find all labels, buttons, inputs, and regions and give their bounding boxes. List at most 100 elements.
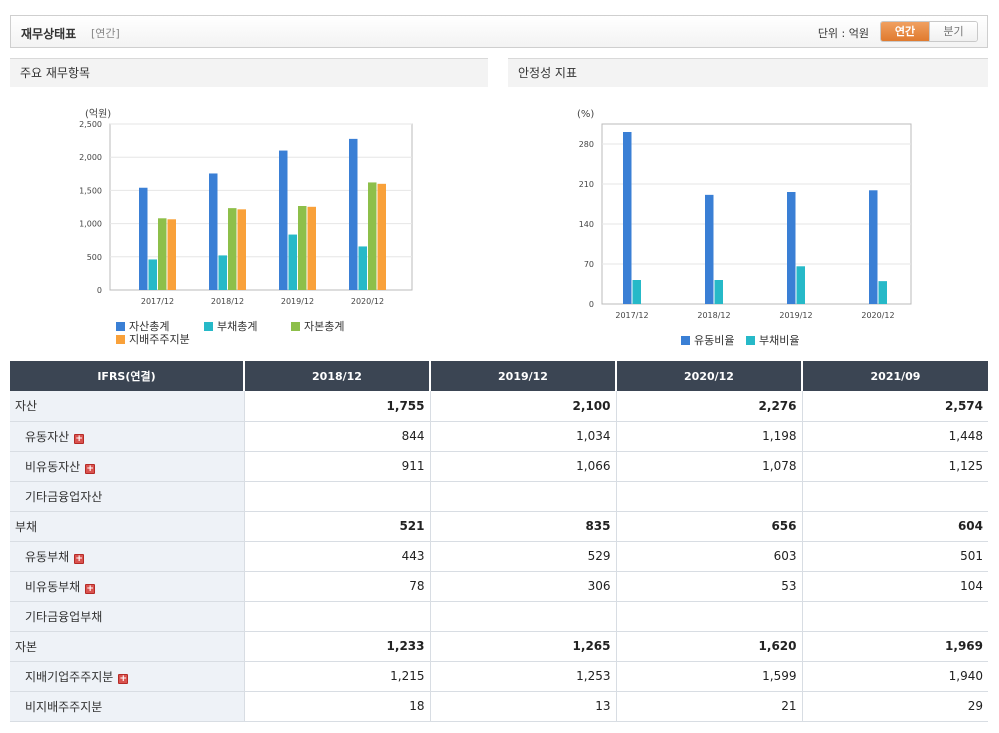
- legend-swatch: [116, 322, 125, 331]
- expand-plus-icon[interactable]: +: [118, 673, 129, 684]
- value-cell: 604: [802, 511, 988, 542]
- row-label: 부채: [15, 519, 38, 534]
- x-tick-label: 2017/12: [141, 297, 174, 306]
- y-tick-label: 70: [584, 260, 594, 269]
- legend-item: 유동비율: [681, 332, 734, 348]
- bar-3-4: [368, 182, 377, 290]
- bar-1-2: [705, 194, 714, 304]
- bar-2-2: [714, 280, 723, 304]
- legend-swatch: [116, 335, 125, 344]
- table-row: 지배기업주주지분 +1,215 1,253 1,599 1,940: [10, 661, 988, 692]
- value-cell: 835: [430, 511, 617, 542]
- value-cell: 1,969: [802, 631, 988, 662]
- bar-2-1: [148, 259, 157, 290]
- bar-1-4: [349, 138, 358, 290]
- row-label: 비지배주주지분: [25, 699, 103, 714]
- value-cell: 521: [244, 511, 431, 542]
- row-label: 기타금융업부채: [25, 609, 103, 624]
- x-tick-label: 2018/12: [697, 311, 730, 320]
- y-tick-label: 210: [579, 180, 594, 189]
- row-label-cell: 비유동부채 +: [10, 571, 245, 602]
- value-cell: 1,125: [802, 451, 988, 482]
- table-row: 기타금융업부채: [10, 601, 988, 632]
- value-cell: 2,276: [616, 391, 803, 422]
- row-label-cell: 기타금융업부채: [10, 601, 245, 632]
- bar-2-3: [796, 266, 805, 304]
- value-cell: 2,100: [430, 391, 617, 422]
- row-label-cell: 자산: [10, 391, 245, 422]
- value-cell: 78: [244, 571, 431, 602]
- value-cell: 656: [616, 511, 803, 542]
- quarterly-button[interactable]: 분기: [929, 22, 977, 41]
- y-tick-label: 500: [87, 253, 102, 262]
- bar-1-4: [869, 190, 878, 304]
- x-tick-label: 2019/12: [281, 297, 314, 306]
- annual-button[interactable]: 연간: [881, 22, 929, 41]
- balance-sheet-table: IFRS(연결) 2018/12 2019/12 2020/12 2021/09…: [10, 361, 988, 722]
- y-tick-label: 140: [579, 220, 594, 229]
- bar-4-2: [237, 209, 246, 290]
- row-label: 비유동자산: [25, 459, 81, 474]
- legend-item: 부채총계: [204, 318, 257, 334]
- value-cell: 13: [430, 691, 617, 722]
- value-cell: [802, 601, 988, 632]
- table-row: 비지배주주지분 18 13 21 29: [10, 691, 988, 722]
- value-cell: 911: [244, 451, 431, 482]
- value-cell: 18: [244, 691, 431, 722]
- chart-main-items: 0 500 1,000 1,500 2,000 2,500(억원) 2017/12 2018/…: [79, 108, 413, 306]
- bar-1-1: [623, 132, 632, 304]
- value-cell: 1,599: [616, 661, 803, 692]
- row-label-cell: 부채: [10, 511, 245, 542]
- row-label: 자산: [15, 399, 38, 414]
- legend-label: 지배주주지분: [129, 333, 190, 346]
- expand-plus-icon[interactable]: +: [85, 463, 96, 474]
- expand-plus-icon[interactable]: +: [74, 553, 85, 564]
- value-cell: [616, 601, 803, 632]
- value-cell: 104: [802, 571, 988, 602]
- value-cell: 21: [616, 691, 803, 722]
- expand-plus-icon[interactable]: +: [85, 583, 96, 594]
- table-row: 비유동자산 +911 1,066 1,078 1,125: [10, 451, 988, 482]
- table-row: 부채 521 835 656 604: [10, 511, 988, 542]
- expand-plus-icon[interactable]: +: [74, 433, 85, 444]
- bar-2-3: [288, 234, 297, 290]
- value-cell: [244, 601, 431, 632]
- value-cell: 844: [244, 421, 431, 452]
- x-tick-label: 2020/12: [351, 297, 384, 306]
- value-cell: 1,233: [244, 631, 431, 662]
- value-cell: 2,574: [802, 391, 988, 422]
- column-header: 2019/12: [430, 361, 617, 391]
- table-row: 자산 1,755 2,100 2,276 2,574: [10, 391, 988, 422]
- table-row: 비유동부채 +78 306 53 104: [10, 571, 988, 602]
- plot-area: [601, 123, 912, 305]
- value-cell: 1,620: [616, 631, 803, 662]
- chart-panel-stability: 0 70 140 210 280 (%) 2017/12 2018/12 2019/12 2020…: [508, 87, 988, 357]
- table-row: 기타금융업자산: [10, 481, 988, 512]
- y-tick-label: 0: [97, 286, 102, 295]
- row-label-cell: 유동부채 +: [10, 541, 245, 572]
- bar-3-3: [298, 206, 307, 290]
- value-cell: 1,078: [616, 451, 803, 482]
- period-toggle: 연간 분기: [880, 21, 978, 42]
- x-tick-label: 2019/12: [779, 311, 812, 320]
- y-tick-label: 1,500: [79, 186, 102, 195]
- bar-1-3: [279, 150, 288, 290]
- legend-swatch: [746, 336, 755, 345]
- value-cell: 1,265: [430, 631, 617, 662]
- table-row: 유동자산 +844 1,034 1,198 1,448: [10, 421, 988, 452]
- value-cell: 1,755: [244, 391, 431, 422]
- panel-title-main-items: 주요 재무항목: [10, 58, 488, 87]
- bar-1-1: [139, 187, 148, 290]
- legend-label: 자본총계: [304, 320, 345, 333]
- row-label: 자본: [15, 639, 38, 654]
- value-cell: 603: [616, 541, 803, 572]
- unit-label: 단위 : 억원: [817, 27, 869, 40]
- row-label: 지배기업주주지분: [25, 669, 114, 684]
- chart-panel-main-items: 0 500 1,000 1,500 2,000 2,500 (억원) 2017/12 2018/…: [10, 87, 488, 357]
- legend-swatch: [204, 322, 213, 331]
- column-header: 2020/12: [616, 361, 803, 391]
- panel-title-stability: 안정성 지표: [508, 58, 988, 87]
- x-tick-label: 2020/12: [861, 311, 894, 320]
- value-cell: 53: [616, 571, 803, 602]
- value-cell: [616, 481, 803, 512]
